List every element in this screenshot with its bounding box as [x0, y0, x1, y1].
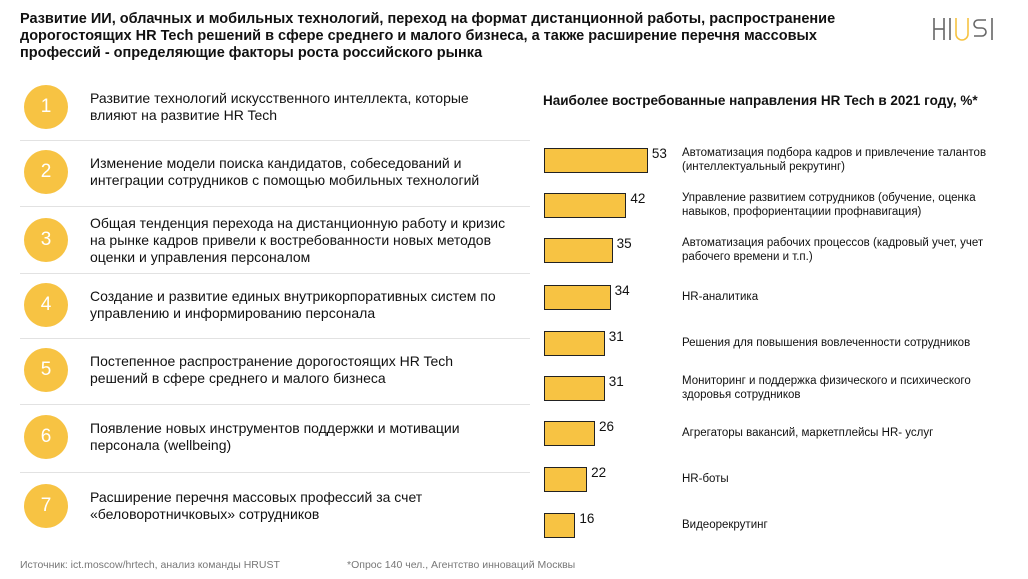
value-label: 16 — [579, 511, 595, 526]
category-label: Видеорекрутинг — [682, 519, 768, 531]
separator — [20, 337, 530, 339]
bar — [544, 466, 588, 492]
item-number: 4 — [24, 283, 68, 327]
category-label: Агрегаторы вакансий, маркетплейсы HR- ус… — [682, 427, 934, 439]
value-label: 31 — [608, 329, 624, 344]
item-text: Общая тенденция перехода на дистанционну… — [90, 214, 506, 265]
item-number: 2 — [24, 150, 68, 194]
note: *Опрос 140 чел., Агентство инноваций Мос… — [347, 559, 576, 571]
bar — [544, 284, 611, 310]
category-label: Управление развитием сотрудников (обучен… — [682, 192, 976, 218]
separator — [20, 139, 530, 141]
item-number: 5 — [24, 348, 68, 392]
separator — [20, 471, 530, 473]
logo — [933, 18, 993, 41]
value-label: 53 — [651, 146, 667, 161]
bar — [544, 192, 627, 218]
item-number: 6 — [24, 415, 68, 459]
chart-title: Наиболее востребованные направления HR T… — [543, 93, 978, 108]
separator — [20, 403, 530, 405]
value-label: 35 — [616, 236, 632, 251]
category-label: Автоматизация подбора кадров и привлечен… — [682, 147, 987, 173]
value-label: 22 — [591, 465, 607, 480]
item-text: Создание и развитие единых внутрикорпора… — [90, 288, 496, 321]
bar — [544, 237, 613, 263]
category-label: HR-боты — [682, 473, 729, 485]
category-label: HR-аналитика — [682, 291, 759, 303]
bar — [544, 375, 605, 401]
item-text: Изменение модели поиска кандидатов, собе… — [90, 155, 480, 188]
value-label: 31 — [608, 374, 624, 389]
item-number: 1 — [24, 85, 68, 129]
category-label: Решения для повышения вовлеченности сотр… — [682, 337, 971, 349]
separator — [20, 272, 530, 274]
item-number: 7 — [24, 484, 68, 528]
category-label: Мониторинг и поддержка физического и пси… — [682, 375, 971, 401]
value-label: 34 — [614, 283, 630, 298]
item-text: Расширение перечня массовых профессий за… — [90, 489, 423, 522]
separator — [20, 206, 530, 207]
item-text: Развитие технологий искусственного интел… — [90, 90, 469, 123]
bar — [544, 420, 595, 446]
title: Развитие ИИ, облачных и мобильных технол… — [20, 11, 836, 61]
item-number: 3 — [24, 218, 68, 262]
bar — [544, 330, 605, 356]
category-label: Автоматизация рабочих процессов (кадровы… — [682, 237, 984, 263]
item-text: Появление новых инструментов поддержки и… — [90, 420, 460, 453]
value-label: 26 — [598, 419, 614, 434]
source: Источник: ict.moscow/hrtech, анализ кома… — [20, 559, 280, 571]
bar — [544, 512, 576, 538]
bar — [544, 147, 648, 173]
value-label: 42 — [630, 191, 646, 206]
item-text: Постепенное распространение дорогостоящи… — [90, 353, 454, 386]
